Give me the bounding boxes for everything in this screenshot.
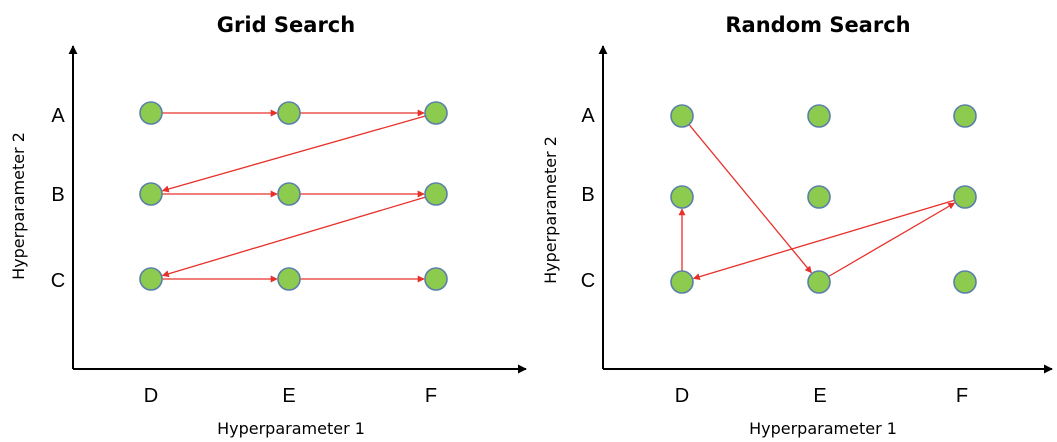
grid-point [424, 101, 448, 125]
grid-point [670, 185, 694, 209]
panel-title: Random Search [725, 13, 910, 37]
path-arrow [828, 202, 956, 278]
y-axis-label: Hyperparameter 2 [9, 132, 28, 280]
grid-point [277, 267, 301, 291]
panel-title: Grid Search [217, 13, 355, 37]
random-search-panel: Random Search A B C D E F Hyperparameter… [541, 13, 1053, 438]
y-tick-label: B [581, 184, 594, 206]
x-tick-label: D [144, 385, 158, 407]
grid-point [953, 270, 977, 294]
grid-point [139, 267, 163, 291]
x-axis-label: Hyperparameter 1 [749, 419, 897, 438]
path-arrow [692, 199, 955, 281]
grid-points [670, 104, 977, 294]
grid-point [807, 270, 831, 294]
y-tick-label: A [51, 105, 65, 127]
x-tick-label: E [813, 385, 826, 407]
grid-point [139, 182, 163, 206]
search-path [678, 124, 956, 281]
grid-point [424, 267, 448, 291]
y-tick-label: A [581, 105, 595, 127]
grid-point [277, 101, 301, 125]
grid-point [953, 104, 977, 128]
grid-point [670, 270, 694, 294]
y-tick-label: C [51, 270, 65, 292]
grid-points [139, 101, 448, 291]
grid-search-panel: Grid Search A B C D E F Hyperparameter 1… [9, 13, 527, 438]
y-tick-label: B [51, 184, 64, 206]
x-tick-label: F [956, 385, 968, 407]
x-tick-label: D [675, 385, 689, 407]
search-path [161, 109, 426, 283]
path-arrow [688, 124, 812, 274]
grid-point [670, 104, 694, 128]
y-tick-label: C [581, 270, 595, 292]
path-arrow [161, 196, 426, 278]
grid-point [277, 182, 301, 206]
grid-point [424, 182, 448, 206]
path-arrow [161, 115, 426, 193]
y-axis-label: Hyperparameter 2 [541, 136, 560, 284]
x-tick-label: E [282, 385, 295, 407]
x-axis-label: Hyperparameter 1 [217, 419, 365, 438]
grid-point [953, 185, 977, 209]
grid-point [139, 101, 163, 125]
grid-point [807, 104, 831, 128]
x-tick-label: F [425, 385, 437, 407]
grid-point [807, 185, 831, 209]
